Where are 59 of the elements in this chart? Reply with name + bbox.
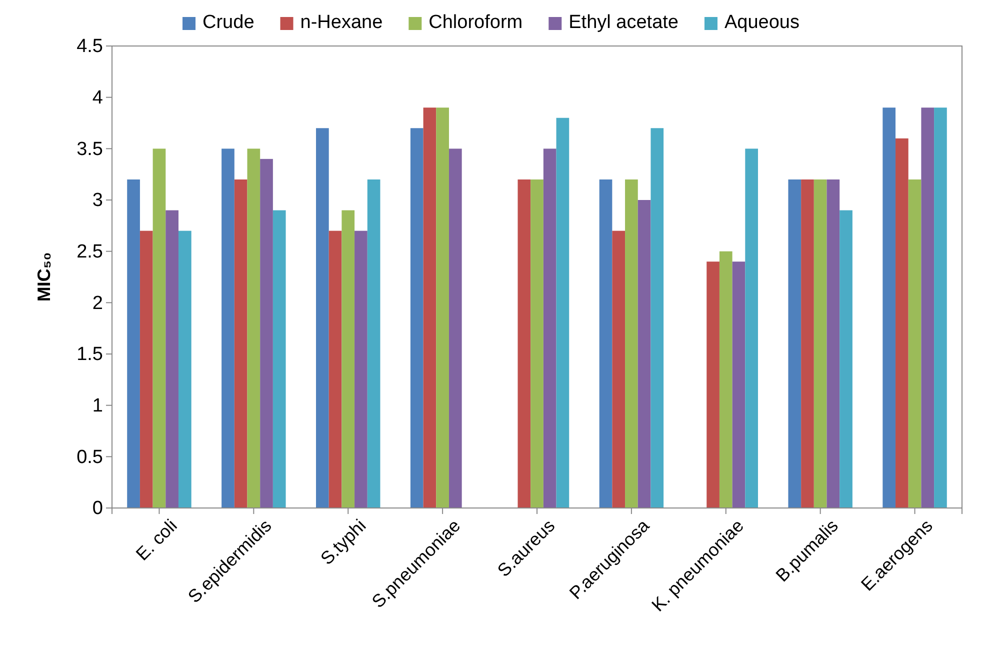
- bar: [152, 148, 166, 508]
- bar: [260, 158, 273, 508]
- bar: [921, 108, 934, 508]
- bar: [732, 262, 746, 508]
- bar: [342, 210, 355, 508]
- y-tick-label: 4.5: [76, 36, 103, 58]
- bar: [599, 179, 612, 508]
- legend-label: Crude: [202, 12, 254, 33]
- bar: [638, 200, 651, 508]
- legend-label: Chloroform: [428, 12, 523, 33]
- bar: [410, 128, 424, 508]
- bar: [272, 210, 286, 508]
- bar: [826, 179, 840, 508]
- legend-label: n-Hexane: [300, 12, 383, 33]
- y-tick-label: 4: [92, 87, 104, 108]
- bar: [896, 138, 908, 508]
- y-tick-label: 1.5: [76, 344, 103, 366]
- legend-label: Ethyl acetate: [568, 12, 678, 33]
- bar: [625, 179, 638, 508]
- bar: [530, 179, 544, 508]
- bar: [354, 230, 368, 508]
- bar: [328, 230, 342, 508]
- bar: [543, 148, 556, 508]
- bar: [882, 108, 896, 508]
- bar: [706, 262, 720, 508]
- bar: [788, 179, 802, 508]
- y-axis-title: MIC₅₀: [34, 252, 54, 302]
- y-tick-label: 0.5: [76, 446, 103, 468]
- y-tick-label: 1: [92, 395, 103, 416]
- y-tick-label: 0: [92, 498, 103, 520]
- bar: [719, 251, 732, 508]
- bar: [436, 108, 449, 508]
- bar: [234, 179, 248, 508]
- bar: [934, 108, 947, 508]
- y-tick-label: 3.5: [76, 138, 103, 160]
- bar: [367, 179, 380, 508]
- bar: [745, 148, 758, 508]
- bar: [423, 108, 436, 508]
- x-tick-label: E. coli: [132, 516, 181, 564]
- bar: [840, 210, 852, 508]
- legend-label: Aqueous: [724, 12, 800, 33]
- bar: [448, 148, 462, 508]
- bar: [247, 148, 260, 508]
- y-tick-label: 2: [92, 292, 103, 314]
- bar: [518, 179, 531, 508]
- bar: [556, 118, 570, 508]
- bar: [178, 230, 192, 508]
- bar: [650, 128, 664, 508]
- bar: [801, 179, 814, 508]
- y-tick-label: 3: [92, 190, 103, 212]
- bar: [127, 179, 140, 508]
- bar: [166, 210, 178, 508]
- bar: [908, 179, 922, 508]
- bar: [612, 230, 626, 508]
- bar: [316, 128, 329, 508]
- bar: [140, 230, 153, 508]
- bar: [222, 148, 234, 508]
- y-tick-label: 2.5: [76, 241, 103, 262]
- bar: [814, 179, 827, 508]
